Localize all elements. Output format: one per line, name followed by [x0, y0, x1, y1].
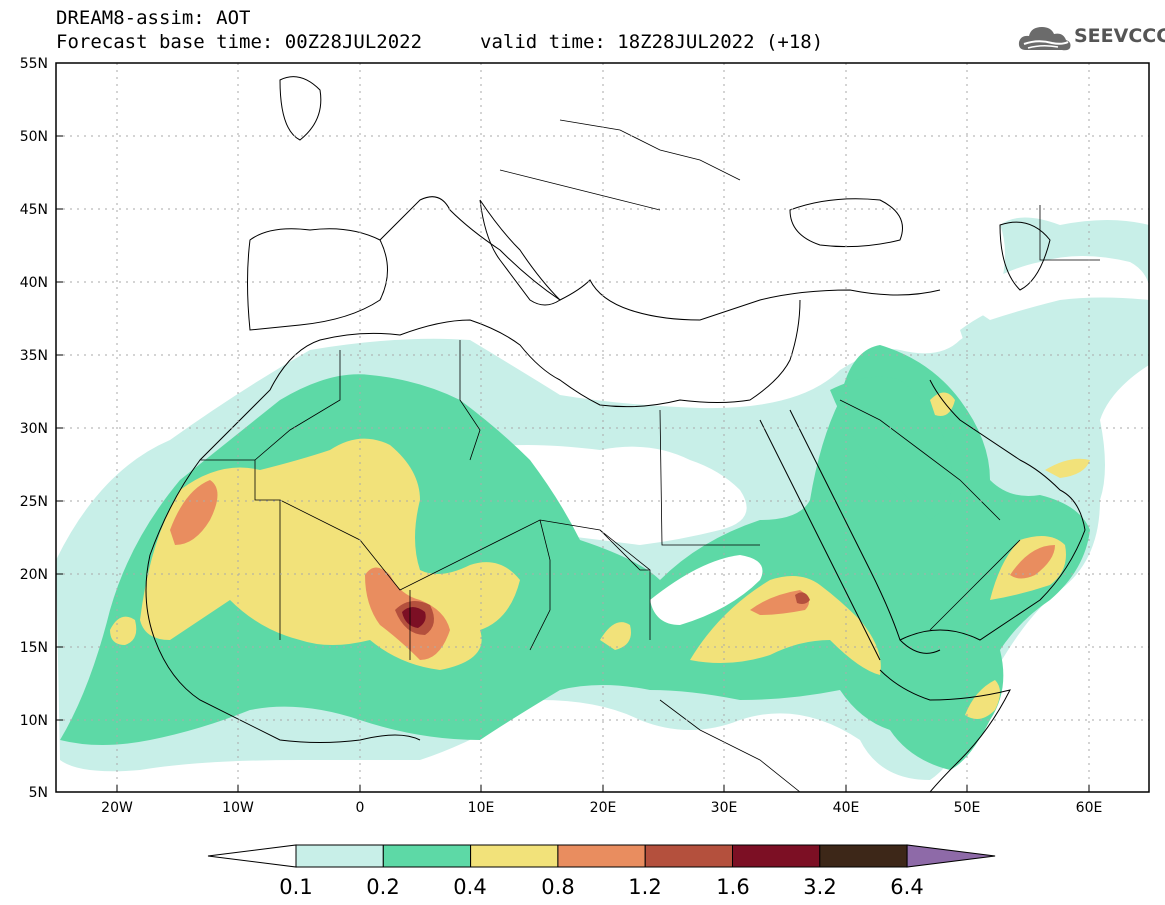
- horn-africa-coast: [879, 669, 1011, 792]
- black-sea-coast: [789, 198, 903, 248]
- map-title: DREAM8-assim: AOT: [56, 7, 251, 29]
- border-central-africa: [659, 699, 801, 792]
- aot-contour-0-4-sudan: [690, 576, 881, 675]
- red-sea-east: [789, 409, 941, 654]
- colorbar-swatch: [644, 844, 734, 868]
- lat-label: 55N: [20, 56, 48, 72]
- italy-coast: [479, 199, 561, 306]
- lon-label: 20E: [590, 800, 617, 816]
- lon-label: 60E: [1076, 800, 1103, 816]
- europe-coast: [379, 196, 941, 321]
- colorbar-swatch: [732, 844, 821, 868]
- border-libya-egypt-sudan: [659, 409, 760, 546]
- axis-ticks: [56, 62, 1090, 793]
- aot-contour-0-8-sudan: [750, 590, 809, 615]
- colorbar-label: 1.2: [628, 875, 661, 899]
- forecast-base-time: Forecast base time: 00Z28JUL2022: [56, 31, 423, 53]
- lon-label: 50E: [954, 800, 981, 816]
- west-africa-coast: [145, 554, 421, 743]
- border-chad-sudan: [599, 529, 651, 640]
- colorbar: [207, 844, 996, 868]
- logo-text: SEEVCCC: [1074, 25, 1165, 47]
- aot-low-area-3: [650, 555, 763, 625]
- lat-label: 15N: [20, 640, 48, 656]
- aot-contour-0-4-chad: [600, 622, 631, 650]
- longitude-labels: 20W 10W 0 10E 20E 30E 40E 50E 60E: [101, 800, 1102, 816]
- colorbar-swatch: [382, 844, 472, 868]
- colorbar-label: 3.2: [803, 875, 836, 899]
- border-morocco-algeria: [254, 350, 341, 461]
- lon-label: 10W: [222, 800, 254, 816]
- colorbar-label: 6.4: [890, 875, 923, 899]
- latitude-labels: 55N 50N 45N 40N 35N 30N 25N 20N 15N 10N …: [20, 56, 48, 801]
- iberia-coast: [247, 228, 388, 331]
- coastlines: [145, 76, 1086, 792]
- colorbar-label: 0.2: [366, 875, 399, 899]
- border-algeria-niger-libya: [279, 499, 650, 591]
- border-mauritania-mali: [200, 459, 281, 640]
- border-niger-chad: [529, 519, 551, 651]
- colorbar-max-arrow: [906, 844, 996, 868]
- lat-label: 20N: [20, 567, 48, 583]
- lat-label: 30N: [20, 421, 48, 437]
- lon-label: 0: [356, 800, 365, 816]
- border-central-asia: [1039, 205, 1100, 261]
- gridlines: [56, 63, 1149, 792]
- colorbar-swatch: [557, 844, 646, 868]
- lat-label: 50N: [20, 129, 48, 145]
- lon-label: 40E: [833, 800, 860, 816]
- north-africa-coast: [149, 299, 801, 556]
- aot-contour-0-4-somalia: [965, 680, 1000, 719]
- border-europe-1: [559, 119, 741, 181]
- colorbar-swatch: [819, 844, 908, 868]
- cloud-logo-icon: [1018, 27, 1071, 51]
- aot-contour-0-8-oman: [1010, 545, 1055, 579]
- lat-label: 25N: [20, 494, 48, 510]
- aot-contour-0-8: [170, 480, 218, 545]
- seevccc-logo: SEEVCCC: [1018, 20, 1165, 56]
- lat-label: 40N: [20, 275, 48, 291]
- lat-label: 45N: [20, 202, 48, 218]
- colorbar-label: 0.1: [279, 875, 312, 899]
- aot-contour-1-2-sudan: [795, 592, 810, 604]
- colorbar-label: 0.4: [453, 875, 486, 899]
- lat-label: 10N: [20, 713, 48, 729]
- border-algeria-tunisia: [459, 340, 481, 461]
- aot-contour-0-2: [60, 345, 1090, 770]
- colorbar-min-arrow: [207, 844, 297, 868]
- lat-label: 5N: [29, 785, 48, 801]
- colorbar-swatch: [295, 844, 384, 868]
- lat-label: 35N: [20, 348, 48, 364]
- uk-coast: [279, 76, 322, 141]
- border-saudi-iraq: [839, 399, 1001, 521]
- aot-contour-0-2-red-sea: [830, 376, 953, 520]
- border-europe-2: [499, 169, 661, 211]
- borders: [200, 119, 1100, 792]
- aot-low-area-2: [960, 256, 1149, 320]
- aot-contour-1-6: [402, 607, 426, 628]
- colorbar-swatch: [470, 844, 559, 868]
- lon-label: 30E: [711, 800, 738, 816]
- colorbar-label: 0.8: [541, 875, 574, 899]
- lon-label: 20W: [101, 800, 133, 816]
- red-sea-west: [759, 419, 881, 661]
- aot-contour-0-4-gulf: [930, 392, 955, 416]
- arabia-coast: [899, 379, 1086, 641]
- colorbar-labels: 0.1 0.2 0.4 0.8 1.2 1.6 3.2 6.4: [279, 875, 923, 899]
- valid-time: valid time: 18Z28JUL2022 (+18): [480, 31, 824, 53]
- caspian-coast: [999, 221, 1051, 291]
- lon-label: 10E: [468, 800, 495, 816]
- colorbar-label: 1.6: [716, 875, 749, 899]
- border-saudi-yemen: [929, 539, 1021, 631]
- aot-contour-0-4-gulf2: [1045, 458, 1090, 478]
